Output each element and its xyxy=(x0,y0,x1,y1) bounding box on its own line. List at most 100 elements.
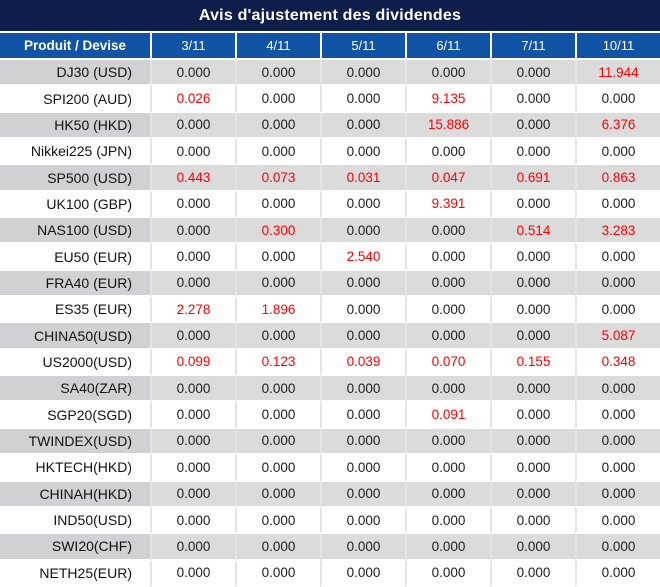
dividend-value-cell: 0.000 xyxy=(320,481,405,508)
dividend-value-cell-adjusted: 0.070 xyxy=(405,349,490,377)
dividend-value-cell: 0.000 xyxy=(405,376,490,403)
dividend-value-cell: 0.000 xyxy=(150,455,235,482)
dividend-value-cell: 0.000 xyxy=(575,560,660,587)
dividend-value-cell: 0.000 xyxy=(235,86,320,113)
dividend-value-cell: 0.000 xyxy=(490,376,575,403)
dividend-value-cell: 0.000 xyxy=(575,534,660,561)
dividend-value-cell: 0.000 xyxy=(150,376,235,403)
dividend-value-cell: 0.000 xyxy=(490,534,575,561)
dividend-value-cell: 0.000 xyxy=(575,244,660,271)
dividend-value-cell: 0.000 xyxy=(150,481,235,508)
table-row: Nikkei225 (JPN) 0.000 0.000 0.000 0.000 0.000… xyxy=(0,139,660,166)
dividend-value-cell: 0.000 xyxy=(490,455,575,482)
dividend-value-cell: 0.000 xyxy=(320,112,405,140)
dividend-value-cell: 0.000 xyxy=(405,60,490,87)
dividend-value-cell: 0.000 xyxy=(575,376,660,403)
table-row: NAS100 (USD) 0.000 0.300 0.000 0.000 0.514 3.2… xyxy=(0,218,660,245)
dividend-value-cell: 0.000 xyxy=(490,112,575,140)
product-cell: SA40(ZAR) xyxy=(0,376,150,403)
table-row: SPI200 (AUD) 0.026 0.000 0.000 9.135 0.000 0.0… xyxy=(0,86,660,113)
dividend-value-cell-adjusted: 0.348 xyxy=(575,349,660,377)
dividend-value-cell-adjusted: 1.896 xyxy=(235,297,320,324)
dividend-value-cell: 0.000 xyxy=(575,402,660,429)
dividend-value-cell: 0.000 xyxy=(235,323,320,350)
dividend-value-cell: 0.000 xyxy=(575,428,660,456)
dividend-value-cell: 0.000 xyxy=(490,270,575,298)
table-row: SWI20(CHF) 0.000 0.000 0.000 0.000 0.000 0.000 xyxy=(0,534,660,561)
dividend-value-cell-adjusted: 0.863 xyxy=(575,165,660,192)
dividend-value-cell: 0.000 xyxy=(320,191,405,219)
dividend-value-cell: 0.000 xyxy=(490,297,575,324)
dividend-value-cell: 0.000 xyxy=(490,428,575,456)
dividend-value-cell: 0.000 xyxy=(150,560,235,587)
table-row: ES35 (EUR) 2.278 1.896 0.000 0.000 0.000 0.000 xyxy=(0,297,660,324)
dividend-value-cell-adjusted: 0.123 xyxy=(235,349,320,377)
dividend-value-cell-adjusted: 0.155 xyxy=(490,349,575,377)
dividend-value-cell-adjusted: 0.031 xyxy=(320,165,405,192)
dividend-value-cell-adjusted: 9.391 xyxy=(405,191,490,219)
table-header-row: Produit / Devise 3/11 4/11 5/11 6/11 7/11 10/… xyxy=(0,33,660,60)
dividend-value-cell-adjusted: 0.073 xyxy=(235,165,320,192)
product-cell: SWI20(CHF) xyxy=(0,534,150,561)
dividend-value-cell-adjusted: 0.099 xyxy=(150,349,235,377)
dividend-value-cell: 0.000 xyxy=(320,402,405,429)
dividend-value-cell: 0.000 xyxy=(405,481,490,508)
dividend-value-cell-adjusted: 0.443 xyxy=(150,165,235,192)
dividend-value-cell: 0.000 xyxy=(405,560,490,587)
column-header-date: 10/11 xyxy=(575,33,660,60)
dividend-value-cell: 0.000 xyxy=(575,481,660,508)
dividend-value-cell: 0.000 xyxy=(490,86,575,113)
dividend-value-cell: 0.000 xyxy=(405,139,490,166)
dividend-value-cell: 0.000 xyxy=(150,270,235,298)
table-row: SP500 (USD) 0.443 0.073 0.031 0.047 0.691 0.86… xyxy=(0,165,660,192)
table-row: SGP20(SGD) 0.000 0.000 0.000 0.091 0.000 0.000 xyxy=(0,402,660,429)
dividend-value-cell: 0.000 xyxy=(490,323,575,350)
dividend-value-cell-adjusted: 11.944 xyxy=(575,60,660,87)
dividend-value-cell-adjusted: 2.540 xyxy=(320,244,405,271)
product-cell: IND50(USD) xyxy=(0,507,150,535)
dividend-value-cell-adjusted: 5.087 xyxy=(575,323,660,350)
table-row: IND50(USD) 0.000 0.000 0.000 0.000 0.000 0.000 xyxy=(0,507,660,535)
dividend-value-cell: 0.000 xyxy=(235,191,320,219)
product-cell: Nikkei225 (JPN) xyxy=(0,139,150,166)
dividend-value-cell-adjusted: 0.026 xyxy=(150,86,235,113)
column-header-date: 7/11 xyxy=(490,33,575,60)
column-header-date: 5/11 xyxy=(320,33,405,60)
panel-title: Avis d'ajustement des dividendes xyxy=(0,0,660,33)
dividend-value-cell: 0.000 xyxy=(320,323,405,350)
table-row: TWINDEX(USD) 0.000 0.000 0.000 0.000 0.000 0.0… xyxy=(0,428,660,456)
dividend-value-cell: 0.000 xyxy=(235,455,320,482)
product-cell: HK50 (HKD) xyxy=(0,112,150,140)
dividend-value-cell: 0.000 xyxy=(490,60,575,87)
dividend-value-cell: 0.000 xyxy=(490,507,575,535)
dividend-value-cell: 0.000 xyxy=(235,112,320,140)
dividend-value-cell: 0.000 xyxy=(320,60,405,87)
dividend-value-cell: 0.000 xyxy=(235,270,320,298)
dividends-table: Produit / Devise 3/11 4/11 5/11 6/11 7/11 10/… xyxy=(0,33,660,587)
table-row: HK50 (HKD) 0.000 0.000 0.000 15.886 0.000 6.37… xyxy=(0,112,660,140)
product-cell: TWINDEX(USD) xyxy=(0,428,150,456)
dividend-value-cell-adjusted: 0.091 xyxy=(405,402,490,429)
dividend-value-cell: 0.000 xyxy=(405,507,490,535)
dividend-value-cell: 0.000 xyxy=(490,481,575,508)
dividend-value-cell: 0.000 xyxy=(320,455,405,482)
dividend-value-cell: 0.000 xyxy=(320,534,405,561)
dividend-value-cell: 0.000 xyxy=(320,139,405,166)
dividend-value-cell: 0.000 xyxy=(235,507,320,535)
table-row: US2000(USD) 0.099 0.123 0.039 0.070 0.155 0.34… xyxy=(0,349,660,377)
dividend-value-cell: 0.000 xyxy=(575,86,660,113)
dividend-value-cell: 0.000 xyxy=(405,244,490,271)
dividend-value-cell-adjusted: 0.691 xyxy=(490,165,575,192)
table-row: HKTECH(HKD) 0.000 0.000 0.000 0.000 0.000 0.00… xyxy=(0,455,660,482)
product-cell: CHINAH(HKD) xyxy=(0,481,150,508)
dividend-value-cell: 0.000 xyxy=(490,139,575,166)
product-cell: FRA40 (EUR) xyxy=(0,270,150,298)
dividend-value-cell-adjusted: 9.135 xyxy=(405,86,490,113)
dividend-value-cell: 0.000 xyxy=(575,507,660,535)
dividend-value-cell: 0.000 xyxy=(320,507,405,535)
dividend-value-cell: 0.000 xyxy=(150,507,235,535)
dividend-value-cell: 0.000 xyxy=(150,534,235,561)
product-cell: EU50 (EUR) xyxy=(0,244,150,271)
dividend-value-cell: 0.000 xyxy=(150,218,235,245)
